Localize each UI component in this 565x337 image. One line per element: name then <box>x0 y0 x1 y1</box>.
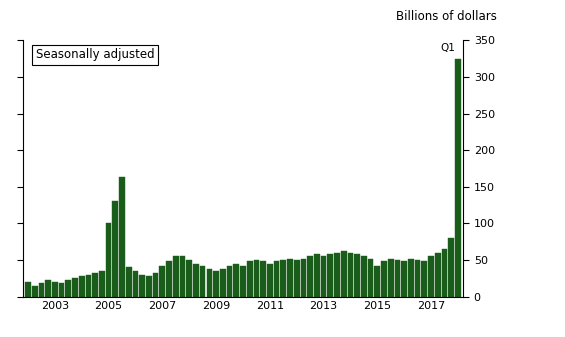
Bar <box>112 202 118 297</box>
Bar <box>301 258 306 297</box>
Bar <box>146 276 152 297</box>
Bar <box>394 260 401 297</box>
Bar <box>273 262 280 297</box>
Bar <box>361 256 367 297</box>
Bar <box>368 258 373 297</box>
Bar <box>106 223 111 297</box>
Bar <box>72 278 78 297</box>
Bar <box>294 260 299 297</box>
Bar <box>307 256 313 297</box>
Bar <box>449 238 454 297</box>
Bar <box>213 271 219 297</box>
Bar <box>85 275 92 297</box>
Bar <box>200 266 206 297</box>
Bar <box>193 264 199 297</box>
Bar <box>140 275 145 297</box>
Bar <box>227 266 232 297</box>
Bar <box>180 256 185 297</box>
Bar <box>401 262 407 297</box>
Bar <box>408 258 414 297</box>
Bar <box>354 254 360 297</box>
Bar <box>435 253 441 297</box>
Bar <box>25 282 31 297</box>
Bar <box>415 260 420 297</box>
Bar <box>442 249 447 297</box>
Bar <box>267 264 273 297</box>
Bar <box>314 254 320 297</box>
Bar <box>92 273 98 297</box>
Bar <box>287 258 293 297</box>
Bar <box>455 59 461 297</box>
Bar <box>59 283 64 297</box>
Bar <box>79 276 85 297</box>
Bar <box>119 177 125 297</box>
Bar <box>341 251 346 297</box>
Bar <box>32 285 37 297</box>
Bar <box>66 280 71 297</box>
Bar <box>126 267 132 297</box>
Bar <box>247 262 253 297</box>
Bar <box>186 260 192 297</box>
Text: Seasonally adjusted: Seasonally adjusted <box>36 48 154 61</box>
Bar <box>280 260 286 297</box>
Bar <box>153 273 158 297</box>
Bar <box>240 266 246 297</box>
Bar <box>173 256 179 297</box>
Bar <box>328 254 333 297</box>
Bar <box>321 256 327 297</box>
Bar <box>388 258 394 297</box>
Bar <box>381 262 387 297</box>
Bar <box>254 260 259 297</box>
Bar <box>347 253 353 297</box>
Bar <box>428 256 434 297</box>
Bar <box>260 262 266 297</box>
Text: Billions of dollars: Billions of dollars <box>396 10 497 23</box>
Bar <box>233 264 239 297</box>
Bar <box>133 271 138 297</box>
Bar <box>166 262 172 297</box>
Bar <box>206 269 212 297</box>
Text: Q1: Q1 <box>440 43 455 53</box>
Bar <box>421 262 427 297</box>
Bar <box>159 266 165 297</box>
Bar <box>375 266 380 297</box>
Bar <box>45 280 51 297</box>
Bar <box>38 283 44 297</box>
Bar <box>220 269 225 297</box>
Bar <box>99 271 105 297</box>
Bar <box>334 253 340 297</box>
Bar <box>52 282 58 297</box>
